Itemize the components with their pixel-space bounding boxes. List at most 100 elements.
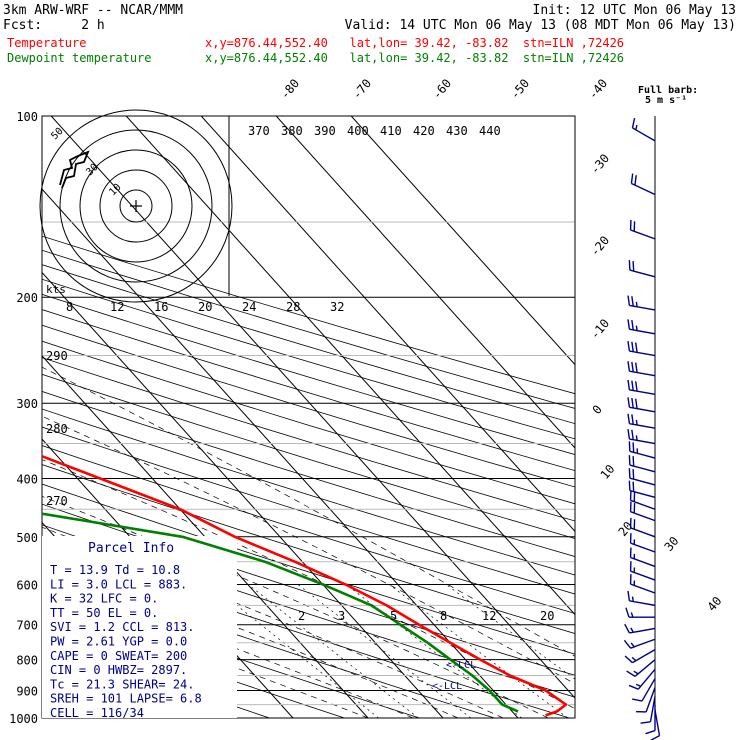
theta-label: 290 <box>46 349 68 363</box>
plot-frame <box>41 115 576 719</box>
wind-barb-flag <box>628 468 631 479</box>
wind-barb-flag <box>631 319 634 331</box>
wind-barb <box>625 607 655 618</box>
isotherm-label: -50 <box>508 76 533 102</box>
hodograph-ring <box>119 189 153 223</box>
hodograph-speed-label: 8 <box>66 300 73 314</box>
wind-barb <box>628 668 656 690</box>
moist-adiabat-line <box>42 526 504 718</box>
parcel-info-row: SVI = 1.2 CCL = 813. <box>50 620 195 634</box>
wind-barb <box>628 441 656 459</box>
init-time: Init: 12 UTC Mon 06 May 13 <box>532 3 737 18</box>
wind-barb <box>627 413 656 429</box>
wind-barb-staff <box>637 668 656 690</box>
wind-barb-flag <box>635 325 638 331</box>
isotherm-label: -30 <box>588 151 613 177</box>
hodograph-speed-label: 20 <box>198 300 212 314</box>
lcl-label: <-LCL <box>432 681 462 692</box>
moist-adiabat-line <box>42 575 414 718</box>
hodograph-speed-label: 12 <box>110 300 124 314</box>
theta-label: 390 <box>314 124 336 138</box>
wind-barb <box>629 219 656 240</box>
hodograph-ring <box>99 169 173 243</box>
isotherm-line <box>200 116 575 533</box>
wind-barb-flag <box>632 261 635 272</box>
dewpoint-profile <box>42 512 519 713</box>
wind-barb <box>629 547 656 568</box>
wind-barb-staff <box>630 556 656 568</box>
mixing-ratio-label: 5 <box>390 609 397 623</box>
dewpoint-location: x,y=876.44,552.40 lat,lon= 39.42, -83.82… <box>205 51 625 65</box>
pressure-tick-label: 400 <box>16 472 38 486</box>
wind-barb-flag <box>627 397 631 408</box>
wind-barb-flag <box>633 670 639 675</box>
temperature-location: x,y=876.44,552.40 lat,lon= 39.42, -83.82… <box>205 36 625 50</box>
theta-label: 440 <box>479 124 501 138</box>
wind-barb <box>626 659 656 677</box>
wind-barb-flag <box>626 670 636 677</box>
parcel-info-row: Tc = 21.3 SHEAR= 24. <box>50 677 195 691</box>
wind-barb-staff <box>630 511 656 522</box>
wind-barb-staff <box>629 370 656 377</box>
theta-label: 420 <box>413 124 435 138</box>
mixing-ratio-label: 8 <box>440 609 447 623</box>
wind-barb-staff <box>654 709 661 736</box>
wind-barb <box>636 687 656 713</box>
isotherm-label: -40 <box>586 76 611 102</box>
wind-barb-flag <box>628 684 639 690</box>
isotherm-label: 10 <box>598 462 618 482</box>
wind-barb-staff <box>630 638 656 649</box>
isotherm-line <box>275 116 575 449</box>
wind-barb-staff <box>629 389 656 396</box>
hodograph-ring-label: 10 <box>107 182 123 198</box>
wind-barb <box>627 397 656 413</box>
pressure-tick-label: 200 <box>16 291 38 305</box>
theta-label: 270 <box>46 494 68 508</box>
isotherm-label: 30 <box>662 534 682 554</box>
sounding-profiles <box>42 454 568 717</box>
wind-barb-flag <box>628 480 631 491</box>
wind-barb <box>632 678 656 702</box>
wind-barb-staff <box>641 678 656 702</box>
isotherm-label: 40 <box>705 594 725 614</box>
wind-barb-flag <box>650 735 660 740</box>
wind-barb-flag <box>634 342 638 353</box>
wind-barb-flag <box>631 429 634 440</box>
wind-barb-flag <box>627 319 631 330</box>
hodograph-ring <box>59 129 213 283</box>
wind-barb-flag <box>635 301 638 307</box>
isotherm-label: -60 <box>430 76 455 102</box>
wind-barb-flag <box>627 361 631 372</box>
barb-legend-line1: Full barb: <box>638 85 698 96</box>
forecast-hour: Fcst: 2 h <box>3 18 105 33</box>
wind-barb-staff <box>629 304 656 311</box>
wind-barb-flag <box>624 623 631 634</box>
parcel-info-background <box>42 536 237 718</box>
parcel-info-row: PW = 2.61 YGP = 0.0 <box>50 635 187 649</box>
theta-label: 430 <box>446 124 468 138</box>
theta-label: 410 <box>380 124 402 138</box>
wind-barb-staff <box>645 687 656 713</box>
temperature-legend: Temperature <box>7 36 87 50</box>
wind-barb <box>627 361 656 377</box>
model-title: 3km ARW-WRF -- NCAR/MMM <box>3 3 184 18</box>
mixing-ratio-label: 12 <box>482 609 496 623</box>
parcel-info-row: CIN = 0 HWBZ= 2897. <box>50 663 187 677</box>
wind-barb-staff <box>630 499 656 510</box>
isotherm-line <box>42 355 369 718</box>
wind-barb-flag <box>634 362 638 373</box>
wind-barb-flag <box>630 173 634 184</box>
moist-adiabat-line <box>42 595 369 718</box>
parcel-info-row: T = 13.9 Td = 10.8 <box>50 563 180 577</box>
temperature-profile <box>42 454 568 717</box>
wind-barb-flag <box>640 721 651 724</box>
wind-barb-flag <box>632 469 635 480</box>
wind-barb <box>627 341 656 357</box>
wind-barb-flag <box>625 607 630 618</box>
parcel-info-row: K = 32 LFC = 0. <box>50 592 158 606</box>
parcel-info-row: SREH = 101 LAPSE= 6.8 <box>50 692 202 706</box>
wind-barb-flag <box>635 419 638 426</box>
pressure-tick-label: 600 <box>16 578 38 592</box>
isotherm-label: -80 <box>278 76 303 102</box>
